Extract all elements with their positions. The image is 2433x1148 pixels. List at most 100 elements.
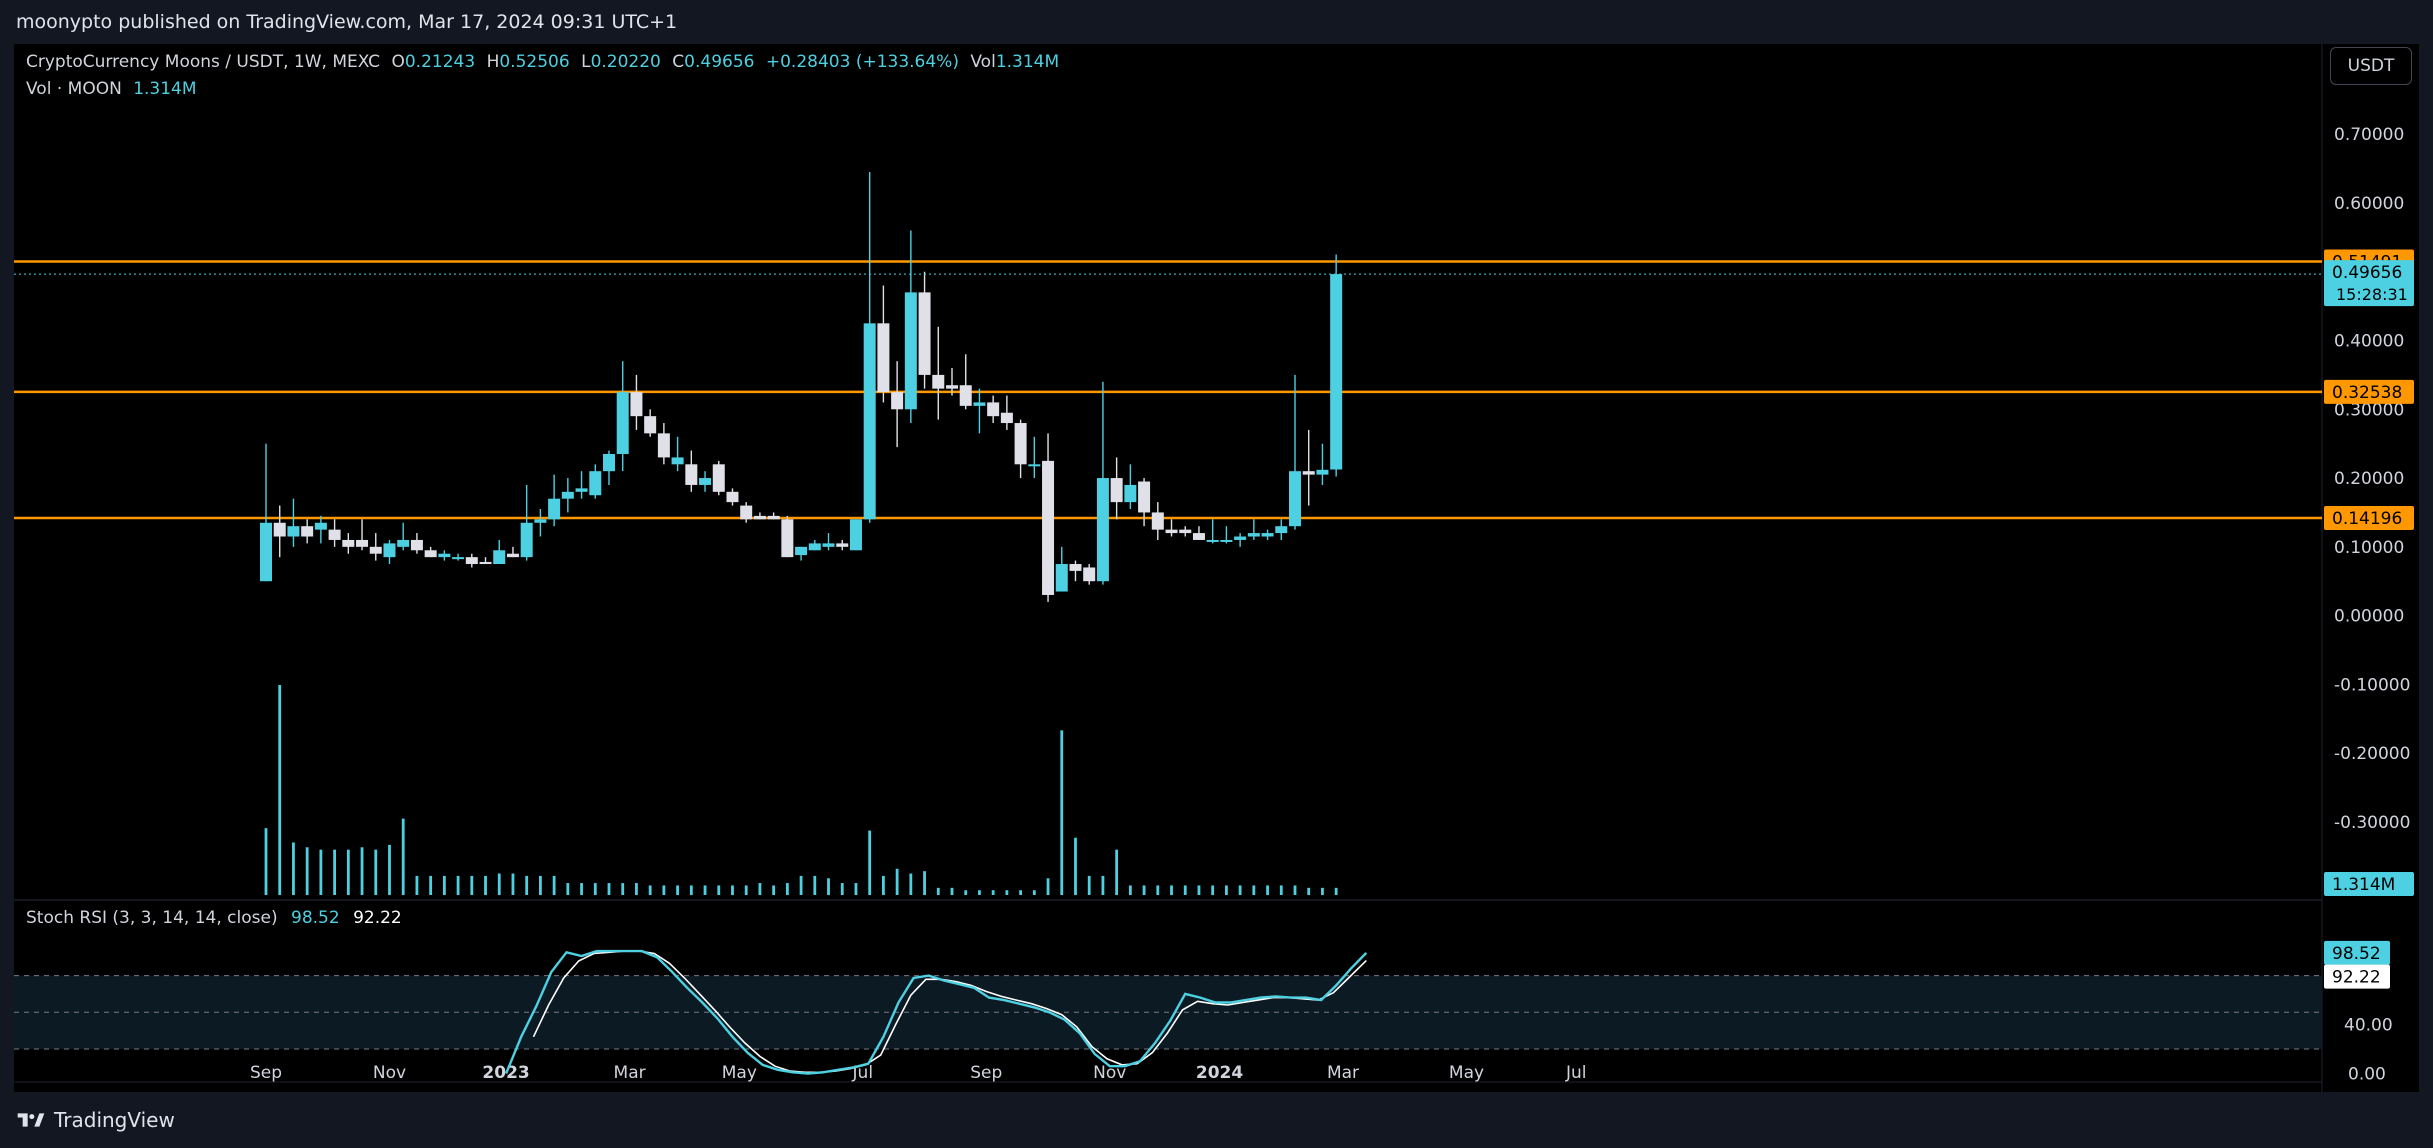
volume-bar <box>442 875 446 895</box>
price-axis-tick-label: 0.00000 <box>2334 607 2404 627</box>
candle-body <box>877 323 890 393</box>
close-value: 0.49656 <box>684 52 755 72</box>
candle-body <box>452 557 465 560</box>
volume-bar <box>991 890 995 895</box>
candle-body <box>603 453 615 472</box>
candle-body <box>369 546 382 554</box>
volume-bar <box>854 883 858 895</box>
candle-body <box>1192 533 1205 540</box>
volume-bar <box>635 883 638 895</box>
candle-body <box>1110 478 1123 503</box>
candle-body <box>1261 533 1274 537</box>
chart-area[interactable]: 0.70000 0.60000 0.40000 0.30000 0.20000 0.100… <box>14 44 2419 1092</box>
horizontal-level-label: 0.14196 <box>2332 509 2402 529</box>
candle-body <box>1247 533 1260 537</box>
published-text: moonypto published on TradingView.com, M… <box>16 11 678 33</box>
volume-bar <box>950 887 954 895</box>
stoch-axis-label: 40.00 <box>2344 1016 2393 1036</box>
published-header: moonypto published on TradingView.com, M… <box>0 0 2433 44</box>
chart-canvas[interactable]: 0.70000 0.60000 0.40000 0.30000 0.20000 0.100… <box>14 44 2419 1092</box>
volume-tag-label: 1.314M <box>2332 875 2395 895</box>
candle-body <box>1028 464 1041 467</box>
candle-body <box>1014 423 1027 465</box>
candle-body <box>314 522 327 530</box>
volume-bar <box>1156 885 1160 895</box>
candle-body <box>1316 469 1329 475</box>
volume-bar <box>840 883 844 895</box>
stoch-d-value: 92.22 <box>353 908 402 928</box>
candle-body <box>836 543 849 547</box>
horizontal-level-tag <box>2324 379 2414 404</box>
stoch-d-tag <box>2324 964 2390 989</box>
candle-body <box>932 374 945 389</box>
price-axis-tick-label: -0.10000 <box>2334 675 2410 695</box>
candle-body <box>863 323 876 520</box>
volume-bar <box>388 844 391 895</box>
stoch-rsi-legend: Stoch RSI (3, 3, 14, 14, close) 98.52 92… <box>26 908 402 928</box>
candle-body <box>1220 539 1233 542</box>
candle-body <box>891 392 904 410</box>
volume-bar <box>484 875 487 895</box>
candle-body <box>479 561 492 565</box>
volume-bar <box>1101 875 1105 895</box>
volume-bar <box>923 871 926 895</box>
low-value: 0.20220 <box>590 52 661 72</box>
volume-bar <box>882 875 885 895</box>
volume-bar <box>758 883 762 895</box>
volume-bar <box>648 885 652 895</box>
volume-bar <box>731 885 734 895</box>
volume-bar <box>621 883 625 895</box>
volume-bar <box>785 883 789 895</box>
volume-bar <box>374 849 378 895</box>
candle-body <box>740 505 753 520</box>
time-axis-label: Sep <box>970 1063 1002 1083</box>
candle-body <box>438 553 451 558</box>
volume-bar <box>497 873 501 895</box>
volume-bar <box>662 885 666 895</box>
volume-bar <box>1293 885 1297 895</box>
stoch-k-line <box>504 949 1368 1075</box>
footer: TradingView <box>0 1092 2433 1148</box>
stoch-rsi-label: Stoch RSI (3, 3, 14, 14, close) <box>26 908 278 928</box>
time-axis-label: Jul <box>1565 1063 1587 1083</box>
candle-body <box>808 543 821 551</box>
volume-bar <box>1183 885 1187 895</box>
time-axis-label: 2024 <box>1196 1063 1243 1083</box>
volume-bar <box>964 890 968 895</box>
volume-bar <box>689 885 693 895</box>
change-value: +0.28403 (+133.64%) <box>765 52 959 72</box>
candle-body <box>987 402 1000 417</box>
candle-body <box>342 539 355 547</box>
currency-button[interactable]: USDT <box>2330 47 2412 85</box>
time-axis-label: May <box>1449 1063 1484 1083</box>
last-price-tag <box>2324 260 2414 307</box>
candle-body <box>781 519 794 558</box>
last-price-label: 0.49656 <box>2332 263 2402 283</box>
volume-bar <box>1115 849 1119 895</box>
candle-body <box>973 402 986 406</box>
volume-bar <box>1197 885 1201 895</box>
candle-body <box>1275 526 1288 534</box>
volume-bar <box>305 847 309 895</box>
candle-body <box>1000 412 1013 424</box>
candle-body <box>795 546 808 556</box>
volume-bar <box>909 873 913 895</box>
candle-body <box>1302 471 1315 475</box>
volume-bar <box>1279 885 1283 895</box>
volume-bar <box>593 883 597 895</box>
price-axis-tick-label: 0.10000 <box>2334 538 2404 558</box>
volume-bar <box>264 828 268 895</box>
candle-body <box>959 385 972 406</box>
volume-bar <box>1005 890 1009 895</box>
candle-body <box>726 491 739 503</box>
footer-brand: TradingView <box>54 1108 175 1132</box>
stoch-k-tag-label: 98.52 <box>2332 944 2381 964</box>
volume-bar <box>1252 885 1256 895</box>
candle-body <box>767 515 780 520</box>
volume-bar <box>772 885 776 895</box>
candle-body <box>465 557 478 565</box>
volume-series-value: 1.314M <box>133 79 197 99</box>
volume-bar <box>1128 885 1132 895</box>
candle-body <box>1179 529 1192 534</box>
stoch-k-value: 98.52 <box>291 908 340 928</box>
